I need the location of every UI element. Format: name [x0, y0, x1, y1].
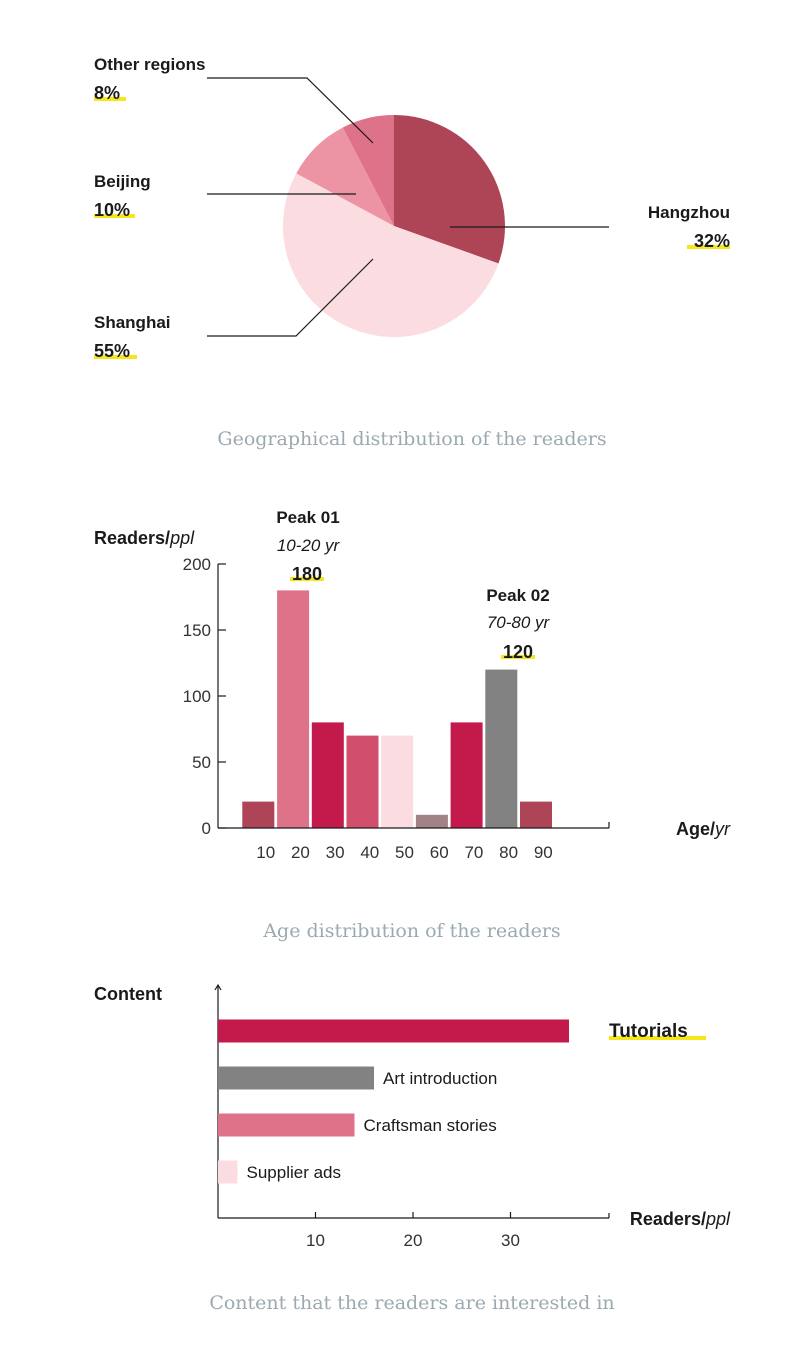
pie-chart-caption: Geographical distribution of the readers: [217, 428, 606, 450]
pie-label-other-regions: Other regions: [94, 55, 205, 74]
age-bar-60-70: [450, 722, 483, 828]
content-bar-label-supplier-ads: Supplier ads: [247, 1163, 342, 1182]
age-x-tick-label-60: 60: [430, 843, 449, 862]
age-x-tick-label-80: 80: [499, 843, 518, 862]
content-x-axis-label: Readers/ppl: [630, 1209, 731, 1229]
age-x-tick-label-90: 90: [534, 843, 553, 862]
age-y-tick-label-200: 200: [183, 555, 211, 574]
peak-01-title: Peak 01: [276, 508, 339, 527]
age-chart-caption: Age distribution of the readers: [262, 920, 560, 942]
peak-02-range: 70-80 yr: [487, 613, 551, 632]
content-bar-label-art-introduction: Art introduction: [383, 1069, 497, 1088]
age-x-ticks: 10 20 30 40 50 60 70 80 90: [256, 843, 553, 862]
pie-slices: [282, 115, 505, 338]
age-x-tick-label-10: 10: [256, 843, 275, 862]
content-bar-supplier-ads: [218, 1160, 238, 1184]
pie-slice-other-regions: [342, 115, 394, 226]
content-x-ticks: 10 20 30: [306, 1212, 520, 1250]
leader-other-regions: [207, 77, 374, 144]
highlight-other-regions-pct: [94, 97, 126, 101]
pie-label-shanghai: Shanghai: [94, 313, 171, 332]
content-bar-craftsman-stories: [218, 1113, 355, 1137]
content-x-tick-label-10: 10: [306, 1231, 325, 1250]
pie-chart: Other regions 8% Beijing 10% Shanghai 55…: [94, 55, 730, 450]
age-x-axis-label: Age/yr: [676, 819, 731, 839]
pie-slice-beijing: [296, 127, 394, 226]
leader-shanghai: [207, 258, 374, 337]
pie-label-hangzhou: Hangzhou: [648, 203, 730, 222]
pie-label-beijing: Beijing: [94, 172, 151, 191]
age-y-tick-label-0: 0: [202, 819, 211, 838]
age-bar-40-50: [381, 735, 414, 828]
pie-value-hangzhou: 32%: [694, 231, 730, 251]
content-bar-label-craftsman-stories: Craftsman stories: [364, 1116, 497, 1135]
highlight-hangzhou-pct: [687, 245, 730, 249]
age-bar-30-40: [346, 735, 379, 828]
content-bar-tutorials: [218, 1019, 569, 1043]
content-bar-art-introduction: [218, 1066, 374, 1090]
age-bar-0-10: [242, 801, 275, 828]
age-x-tick-label-70: 70: [464, 843, 483, 862]
pie-value-shanghai: 55%: [94, 341, 130, 361]
pie-value-beijing: 10%: [94, 200, 130, 220]
pie-slice-shanghai: [282, 173, 499, 338]
content-x-tick-label-30: 30: [501, 1231, 520, 1250]
age-y-ticks: 0 50 100 150 200: [183, 555, 226, 838]
content-chart-caption: Content that the readers are interested …: [209, 1292, 614, 1314]
age-y-tick-label-100: 100: [183, 687, 211, 706]
age-x-tick-label-20: 20: [291, 843, 310, 862]
age-bar-50-60: [415, 814, 448, 828]
age-bars: [242, 590, 552, 828]
highlight-shanghai-pct: [94, 355, 137, 359]
highlight-peak-01-value: [290, 577, 324, 581]
peak-02-title: Peak 02: [486, 586, 549, 605]
highlight-tutorials: [609, 1036, 706, 1040]
age-bar-80-90: [520, 801, 552, 828]
peak-01-value: 180: [292, 564, 322, 584]
age-x-tick-label-40: 40: [360, 843, 379, 862]
highlight-beijing-pct: [94, 214, 135, 218]
age-x-tick-label-50: 50: [395, 843, 414, 862]
pie-slice-hangzhou: [394, 115, 505, 264]
content-bars: Tutorials Art introduction Craftsman stori…: [218, 1019, 706, 1184]
peak-02-value: 120: [503, 642, 533, 662]
age-bar-chart: Readers/ppl 0 50 100 150 200 10 20 30 40 50 60 70 8…: [94, 508, 731, 942]
highlight-peak-02-value: [501, 655, 535, 659]
content-bar-label-tutorials: Tutorials: [609, 1021, 688, 1042]
content-y-axis-label: Content: [94, 984, 162, 1004]
age-bar-70-80: [485, 669, 518, 828]
pie-value-other-regions: 8%: [94, 83, 120, 103]
age-bar-20-30: [311, 722, 344, 828]
age-y-tick-label-150: 150: [183, 621, 211, 640]
content-y-axis-arrow: [214, 983, 222, 991]
age-x-tick-label-30: 30: [326, 843, 345, 862]
age-y-axis-label: Readers/ppl: [94, 528, 195, 548]
peak-01-range: 10-20 yr: [277, 536, 341, 555]
content-bar-chart: Content Tutorials Art introduction Craftsm…: [94, 983, 731, 1314]
age-y-tick-label-50: 50: [192, 753, 211, 772]
age-bar-10-20: [277, 590, 310, 828]
content-x-tick-label-20: 20: [404, 1231, 423, 1250]
